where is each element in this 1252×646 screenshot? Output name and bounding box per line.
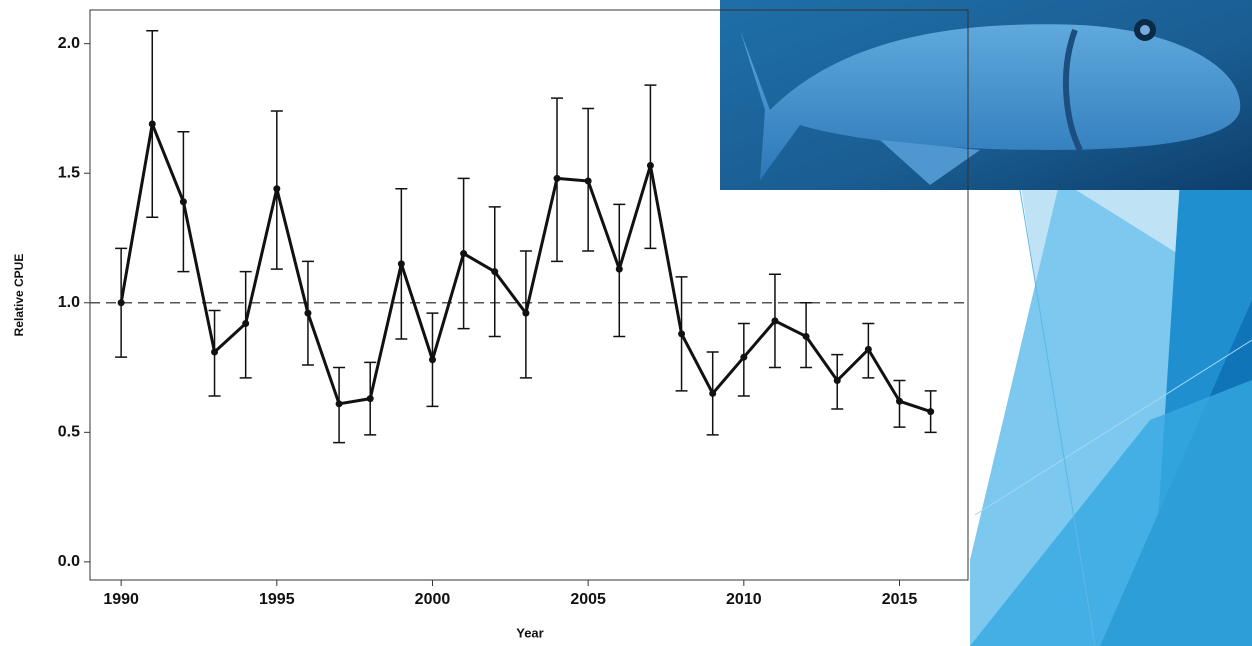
- background-decoration: [970, 180, 1252, 646]
- x-tick-label: 2000: [415, 591, 451, 608]
- x-tick-label: 1995: [259, 591, 295, 608]
- y-tick-label: 1.0: [58, 294, 80, 311]
- data-point: [709, 390, 716, 397]
- data-point: [180, 198, 187, 205]
- data-point: [367, 395, 374, 402]
- x-tick-label: 2005: [570, 591, 606, 608]
- data-point: [896, 398, 903, 405]
- x-tick-label: 2010: [726, 591, 762, 608]
- data-point: [398, 260, 405, 267]
- data-point: [149, 121, 156, 128]
- chart: Year Relative CPUE 0.0 0.5 1.0 1.5 2.0 1990 19…: [0, 0, 1252, 646]
- data-point: [647, 162, 654, 169]
- data-point: [491, 268, 498, 275]
- data-point: [273, 185, 280, 192]
- data-point: [460, 250, 467, 257]
- x-axis-label: Year: [516, 625, 543, 640]
- y-tick-label: 0.5: [58, 424, 80, 441]
- x-tick-label: 1990: [103, 591, 139, 608]
- y-tick-label: 2.0: [58, 35, 80, 52]
- data-point: [336, 400, 343, 407]
- data-point: [304, 310, 311, 317]
- data-point: [834, 377, 841, 384]
- data-point: [616, 266, 623, 273]
- data-point: [429, 356, 436, 363]
- data-point: [522, 310, 529, 317]
- y-tick-label: 0.0: [58, 553, 80, 570]
- data-point: [242, 320, 249, 327]
- data-point: [118, 299, 125, 306]
- y-axis-label: Relative CPUE: [12, 254, 26, 337]
- data-point: [927, 408, 934, 415]
- data-point: [740, 354, 747, 361]
- data-point: [678, 330, 685, 337]
- fish-photo: [720, 0, 1252, 190]
- data-point: [803, 333, 810, 340]
- data-point: [554, 175, 561, 182]
- data-point: [865, 346, 872, 353]
- data-point: [585, 178, 592, 185]
- y-tick-label: 1.5: [58, 164, 80, 181]
- x-tick-label: 2015: [882, 591, 918, 608]
- data-point: [211, 349, 218, 356]
- data-point: [771, 317, 778, 324]
